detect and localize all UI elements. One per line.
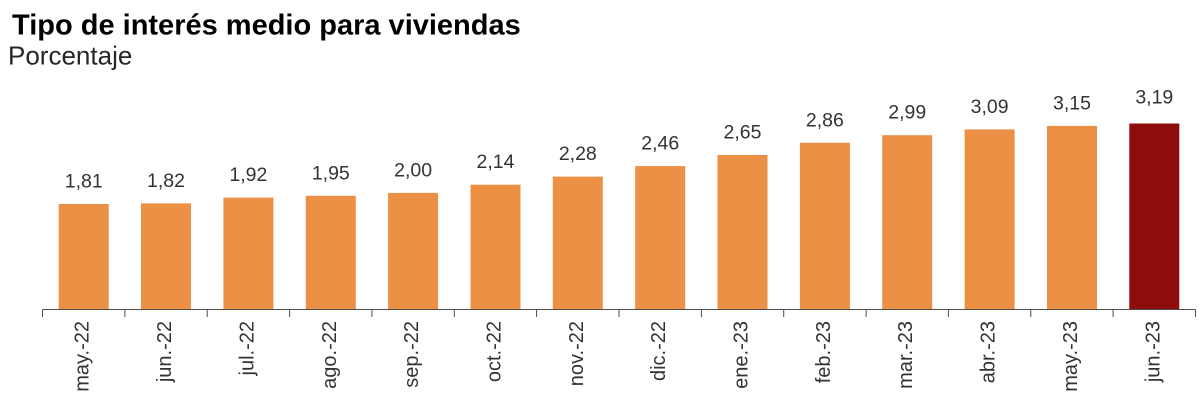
- svg-text:mar.-23: mar.-23: [895, 321, 917, 389]
- svg-text:oct.-22: oct.-22: [484, 321, 506, 382]
- svg-text:3,09: 3,09: [971, 96, 1009, 118]
- svg-text:feb.-23: feb.-23: [813, 321, 835, 383]
- svg-text:may.-22: may.-22: [72, 321, 94, 392]
- svg-text:jul.-22: jul.-22: [236, 321, 258, 376]
- svg-text:jun.-22: jun.-22: [154, 321, 176, 383]
- svg-text:ago.-22: ago.-22: [319, 321, 341, 389]
- svg-text:jun.-23: jun.-23: [1142, 321, 1164, 383]
- svg-text:Porcentaje: Porcentaje: [8, 41, 132, 71]
- svg-text:2,28: 2,28: [559, 143, 597, 165]
- svg-text:2,00: 2,00: [394, 159, 432, 181]
- svg-text:2,46: 2,46: [641, 133, 679, 155]
- svg-text:ene.-23: ene.-23: [731, 321, 753, 389]
- svg-text:1,92: 1,92: [229, 164, 267, 186]
- svg-text:nov.-22: nov.-22: [566, 321, 588, 386]
- svg-text:Tipo de interés medio para viv: Tipo de interés medio para viviendas: [12, 10, 521, 42]
- svg-text:2,65: 2,65: [724, 122, 762, 144]
- svg-text:dic.-22: dic.-22: [648, 321, 670, 381]
- svg-text:may.-23: may.-23: [1060, 321, 1082, 392]
- svg-text:abr.-23: abr.-23: [978, 321, 1000, 383]
- svg-text:1,82: 1,82: [147, 170, 185, 192]
- svg-text:2,99: 2,99: [888, 102, 926, 124]
- svg-text:sep.-22: sep.-22: [401, 321, 423, 388]
- svg-text:1,81: 1,81: [65, 171, 103, 193]
- svg-text:3,19: 3,19: [1135, 87, 1173, 109]
- svg-text:2,14: 2,14: [477, 151, 515, 173]
- svg-text:3,15: 3,15: [1053, 92, 1091, 114]
- svg-text:2,86: 2,86: [806, 109, 844, 131]
- svg-text:1,95: 1,95: [312, 162, 350, 184]
